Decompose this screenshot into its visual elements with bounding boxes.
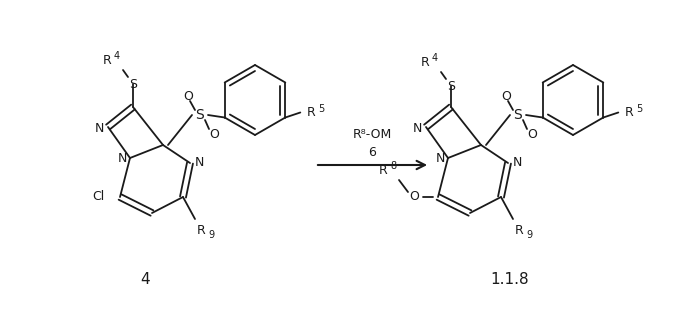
Text: N: N	[194, 156, 203, 169]
Text: O: O	[527, 128, 537, 142]
Text: 8: 8	[390, 161, 396, 171]
Text: R: R	[307, 106, 316, 119]
Text: N: N	[435, 151, 445, 165]
Text: 9: 9	[526, 230, 532, 240]
Text: 5: 5	[636, 104, 642, 114]
Text: 9: 9	[208, 230, 214, 240]
Text: 6: 6	[368, 146, 376, 159]
Text: O: O	[409, 191, 419, 203]
Text: R⁸-OM: R⁸-OM	[352, 128, 391, 142]
Text: Cl: Cl	[92, 191, 104, 203]
Text: S: S	[196, 108, 204, 122]
Text: S: S	[447, 80, 455, 92]
Text: N: N	[117, 151, 127, 165]
Text: 1.1.8: 1.1.8	[491, 272, 529, 287]
Text: 4: 4	[140, 272, 150, 287]
Text: N: N	[412, 123, 421, 136]
Text: R: R	[514, 225, 524, 238]
Text: R: R	[196, 225, 206, 238]
Text: 5: 5	[318, 104, 324, 114]
Text: 4: 4	[432, 53, 438, 63]
Text: N: N	[94, 123, 103, 136]
Text: O: O	[209, 128, 219, 142]
Text: R: R	[103, 53, 111, 67]
Text: R: R	[379, 164, 387, 177]
Text: O: O	[501, 91, 511, 104]
Text: 4: 4	[114, 51, 120, 61]
Text: R: R	[625, 106, 634, 119]
Text: N: N	[512, 156, 521, 169]
Text: S: S	[129, 77, 137, 91]
Text: S: S	[514, 108, 522, 122]
Text: O: O	[183, 91, 193, 104]
Text: R: R	[421, 55, 429, 68]
